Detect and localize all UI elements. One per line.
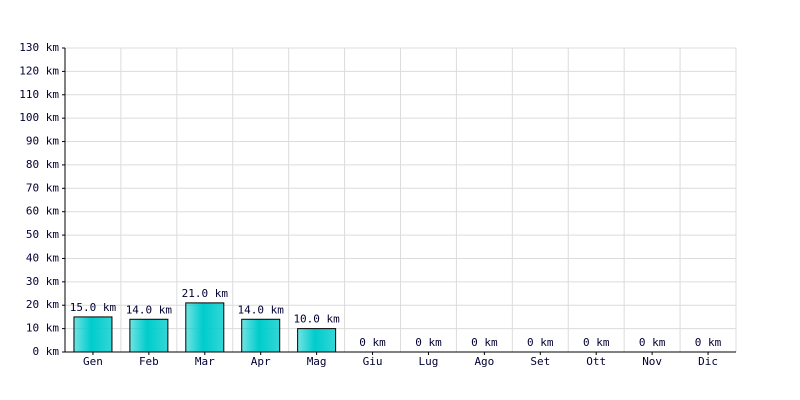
y-tick-label: 60 km (26, 205, 59, 218)
value-label: 21.0 km (182, 287, 229, 300)
y-tick-label: 30 km (26, 275, 59, 288)
y-tick-label: 10 km (26, 322, 59, 335)
y-tick-label: 110 km (19, 88, 59, 101)
value-label: 0 km (639, 336, 666, 349)
y-tick-label: 80 km (26, 158, 59, 171)
bar (129, 318, 169, 353)
value-label: 14.0 km (238, 303, 285, 316)
value-label: 10.0 km (293, 313, 340, 326)
value-label: 0 km (583, 336, 610, 349)
x-tick-label: Giu (363, 355, 383, 368)
y-tick-label: 90 km (26, 135, 59, 148)
y-tick-label: 40 km (26, 251, 59, 264)
y-tick-label: 130 km (19, 41, 59, 54)
x-tick-label: Ago (474, 355, 494, 368)
bar (185, 302, 225, 353)
value-label: 0 km (527, 336, 554, 349)
x-tick-label: Feb (139, 355, 159, 368)
x-tick-label: Apr (251, 355, 271, 368)
value-label: 0 km (695, 336, 722, 349)
y-tick-label: 70 km (26, 181, 59, 194)
value-label: 15.0 km (70, 301, 117, 314)
x-tick-label: Dic (698, 355, 718, 368)
value-label: 0 km (471, 336, 498, 349)
x-tick-label: Mar (195, 355, 215, 368)
x-tick-label: Lug (419, 355, 439, 368)
value-label: 14.0 km (126, 303, 173, 316)
x-tick-label: Mag (307, 355, 327, 368)
value-label: 0 km (359, 336, 386, 349)
bar (297, 328, 337, 353)
y-tick-label: 0 km (33, 345, 60, 358)
value-label: 0 km (415, 336, 442, 349)
y-tick-label: 100 km (19, 111, 59, 124)
x-tick-label: Ott (586, 355, 606, 368)
y-tick-label: 120 km (19, 64, 59, 77)
x-tick-label: Set (530, 355, 550, 368)
bar (241, 318, 281, 353)
bar (73, 316, 113, 353)
y-tick-label: 50 km (26, 228, 59, 241)
x-tick-label: Gen (83, 355, 103, 368)
y-tick-label: 20 km (26, 298, 59, 311)
x-tick-label: Nov (642, 355, 662, 368)
